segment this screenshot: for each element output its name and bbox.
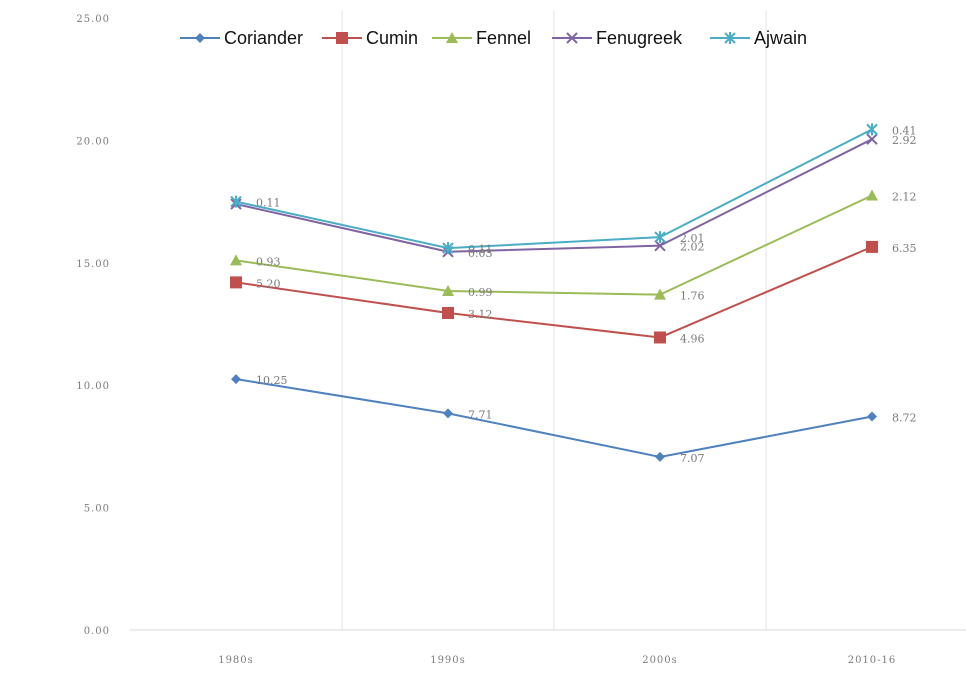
data-point-marker <box>866 123 878 136</box>
x-tick-label: 1990s <box>430 655 466 666</box>
data-point-marker <box>654 331 666 344</box>
data-point-marker <box>654 239 666 252</box>
data-label: 0.93 <box>256 255 281 268</box>
data-point-marker <box>654 288 666 300</box>
data-point-marker <box>230 195 242 208</box>
y-tick-label: 10.00 <box>76 381 110 392</box>
data-point-marker <box>442 242 454 255</box>
series-line <box>235 194 873 296</box>
data-point-marker <box>230 254 242 266</box>
y-tick-label: 0.00 <box>84 626 110 637</box>
series-fenugreek: 0.03 2.02 2.92 <box>230 133 917 260</box>
data-label: 2.02 <box>680 241 705 254</box>
data-point-marker <box>867 411 877 422</box>
data-point-marker <box>446 32 458 43</box>
chart-grid <box>130 10 966 631</box>
chart-legend: Coriander Cumin Fennel Fenugreek Ajwain <box>180 28 807 48</box>
data-label: 3.12 <box>468 308 493 321</box>
series-ajwain: 0.11 0.11 2.01 0.41 <box>230 123 917 256</box>
series-fennel: 0.93 0.99 1.76 2.12 <box>230 189 917 303</box>
data-label: 2.92 <box>892 134 917 147</box>
data-label: 4.96 <box>680 332 705 345</box>
legend-label: Ajwain <box>754 28 807 48</box>
data-label: 0.11 <box>468 243 493 256</box>
data-point-marker <box>195 33 205 43</box>
series-line <box>235 138 873 253</box>
y-tick-label: 15.00 <box>76 259 110 270</box>
data-label: 7.07 <box>680 452 705 465</box>
data-point-marker <box>336 32 348 44</box>
data-point-marker <box>230 276 242 289</box>
data-label: 5.20 <box>256 277 281 290</box>
x-tick-label: 2000s <box>642 655 678 666</box>
series-coriander: 10.25 7.71 7.07 8.72 <box>231 374 917 465</box>
data-point-marker <box>443 408 453 419</box>
data-label: 1.76 <box>680 290 705 303</box>
chart-series: 10.257.717.078.725.203.124.966.350.930.9… <box>230 123 917 465</box>
legend-item-ajwain: Ajwain <box>710 28 807 48</box>
series-line <box>235 378 873 458</box>
legend-item-coriander: Coriander <box>180 28 303 48</box>
data-label: 0.41 <box>892 124 917 137</box>
data-point-marker <box>566 32 578 44</box>
legend-item-fenugreek: Fenugreek <box>552 28 683 48</box>
x-tick-label: 1980s <box>218 655 254 666</box>
legend-label: Fenugreek <box>596 28 683 48</box>
series-line <box>235 245 873 339</box>
data-label: 0.99 <box>468 286 493 299</box>
data-point-marker <box>866 133 878 145</box>
data-label: 0.11 <box>256 197 281 210</box>
legend-label: Cumin <box>366 28 418 48</box>
data-label: 0.03 <box>468 247 493 260</box>
data-label: 8.72 <box>892 412 917 425</box>
legend-item-fennel: Fennel <box>432 28 531 48</box>
data-label: 6.35 <box>892 242 917 255</box>
data-label: 2.12 <box>892 190 917 203</box>
data-point-marker <box>655 451 665 462</box>
series-line <box>235 128 873 250</box>
y-tick-label: 5.00 <box>84 504 110 515</box>
data-point-marker <box>866 240 878 253</box>
legend-label: Fennel <box>476 28 531 48</box>
x-axis: 1980s 1990s 2000s 2010-16 <box>218 655 897 666</box>
data-point-marker <box>724 32 736 44</box>
data-label: 7.71 <box>468 408 493 421</box>
series-cumin: 5.20 3.12 4.96 6.35 <box>230 240 917 345</box>
data-point-marker <box>654 231 666 244</box>
data-label: 10.25 <box>256 374 288 387</box>
data-point-marker <box>231 374 241 385</box>
data-point-marker <box>442 306 454 319</box>
y-tick-label: 25.00 <box>76 14 110 25</box>
data-point-marker <box>866 189 878 201</box>
data-label: 2.01 <box>680 232 705 245</box>
x-tick-label: 2010-16 <box>848 655 897 666</box>
y-tick-label: 20.00 <box>76 136 110 147</box>
data-point-marker <box>442 284 454 296</box>
legend-item-cumin: Cumin <box>322 28 418 48</box>
y-axis: 0.00 5.00 10.00 15.00 20.00 25.00 <box>76 14 110 637</box>
legend-label: Coriander <box>224 28 303 48</box>
